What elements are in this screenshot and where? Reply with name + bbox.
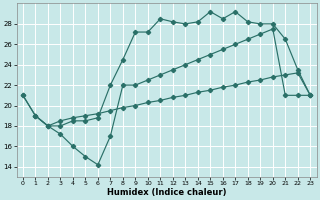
X-axis label: Humidex (Indice chaleur): Humidex (Indice chaleur) [107, 188, 226, 197]
